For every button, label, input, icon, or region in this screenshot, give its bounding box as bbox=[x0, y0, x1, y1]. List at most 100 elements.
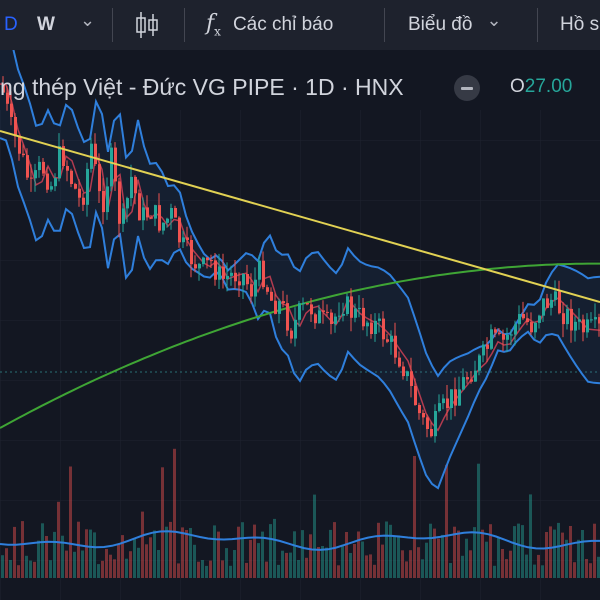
interval-chevron-down-icon[interactable]: ⌄ bbox=[80, 0, 95, 45]
candle-body bbox=[222, 266, 225, 279]
volume-bar bbox=[573, 562, 576, 578]
chevron-down-icon: ⌄ bbox=[486, 9, 502, 30]
volume-bar bbox=[153, 530, 156, 578]
volume-bar bbox=[477, 463, 480, 578]
volume-bar bbox=[329, 529, 332, 578]
volume-bar bbox=[313, 494, 316, 578]
candle-body bbox=[418, 405, 421, 414]
open-key: O bbox=[510, 76, 525, 97]
volume-bar bbox=[121, 535, 124, 578]
candle-body bbox=[82, 197, 85, 205]
candle-body bbox=[322, 310, 325, 312]
candle-body bbox=[22, 153, 25, 156]
candles-icon[interactable] bbox=[134, 0, 160, 50]
volume-bar bbox=[377, 522, 380, 578]
top-toolbar: D W ⌄ fx Các chỉ báo Biểu đồ ⌄ Hồ s bbox=[0, 0, 600, 51]
candle-body bbox=[306, 303, 309, 305]
volume-bar bbox=[113, 559, 116, 578]
price-chart[interactable] bbox=[0, 50, 600, 600]
candle-body bbox=[390, 335, 393, 342]
volume-bar bbox=[585, 559, 588, 578]
candle-body bbox=[590, 319, 593, 321]
volume-bar bbox=[181, 527, 184, 578]
volume-bar bbox=[45, 536, 48, 578]
candle-body bbox=[234, 272, 237, 282]
candle-body bbox=[326, 311, 329, 313]
function-icon-x: x bbox=[214, 24, 221, 39]
collapse-legend-icon[interactable] bbox=[454, 75, 480, 101]
candle-body bbox=[510, 334, 513, 336]
trend-line[interactable] bbox=[0, 130, 600, 303]
volume-bar bbox=[189, 528, 192, 578]
volume-bar bbox=[589, 563, 592, 578]
volume-bar bbox=[337, 565, 340, 578]
candle-body bbox=[454, 389, 457, 406]
volume-bars bbox=[1, 448, 600, 578]
toolbar-divider bbox=[184, 8, 185, 42]
candle-body bbox=[86, 168, 89, 205]
candle-body bbox=[198, 263, 201, 269]
volume-bar bbox=[117, 544, 120, 578]
volume-bar bbox=[325, 547, 328, 578]
volume-bar bbox=[89, 529, 92, 578]
volume-bar bbox=[293, 531, 296, 578]
profile-button[interactable]: Hồ s bbox=[560, 0, 599, 50]
candle-body bbox=[38, 161, 41, 171]
chart-type-button[interactable]: Biểu đồ ⌄ bbox=[408, 0, 502, 50]
volume-bar bbox=[281, 550, 284, 578]
volume-bar bbox=[21, 521, 24, 578]
volume-bar bbox=[161, 467, 164, 578]
volume-bar bbox=[553, 529, 556, 578]
volume-bar bbox=[345, 532, 348, 578]
candle-body bbox=[62, 146, 65, 166]
volume-bar bbox=[141, 511, 144, 578]
candle-body bbox=[450, 389, 453, 408]
volume-bar bbox=[557, 522, 560, 578]
volume-bar bbox=[77, 521, 80, 578]
volume-bar bbox=[449, 563, 452, 578]
bollinger-band-fill bbox=[0, 50, 600, 489]
candle-body bbox=[26, 155, 29, 178]
toolbar-divider bbox=[112, 8, 113, 42]
candle-body bbox=[498, 332, 501, 334]
candle-body bbox=[338, 315, 341, 317]
bollinger-lower-band bbox=[0, 137, 600, 490]
candle-body bbox=[66, 166, 69, 171]
volume-bar bbox=[129, 551, 132, 578]
volume-bar bbox=[277, 564, 280, 578]
volume-bar bbox=[493, 565, 496, 578]
candle-body bbox=[182, 237, 185, 243]
candle-body bbox=[458, 389, 461, 406]
candle-body bbox=[166, 218, 169, 223]
candle-body bbox=[310, 304, 313, 315]
indicators-button[interactable]: fx Các chỉ báo bbox=[206, 0, 333, 50]
volume-bar bbox=[361, 541, 364, 578]
candle-body bbox=[570, 308, 573, 331]
candle-body bbox=[134, 176, 137, 194]
chart-grid bbox=[0, 110, 600, 600]
volume-bar bbox=[397, 535, 400, 578]
candle-body bbox=[54, 178, 57, 187]
volume-bar bbox=[341, 544, 344, 578]
volume-bar bbox=[217, 531, 220, 578]
candle-body bbox=[478, 355, 481, 371]
candle-body bbox=[126, 198, 129, 209]
volume-bar bbox=[373, 564, 376, 578]
volume-bar bbox=[529, 494, 532, 578]
candle-body bbox=[562, 313, 565, 325]
candle-body bbox=[154, 205, 157, 219]
volume-bar bbox=[9, 560, 12, 578]
volume-bar bbox=[429, 523, 432, 578]
candle-body bbox=[110, 147, 113, 187]
candle-body bbox=[530, 322, 533, 333]
candle-body bbox=[382, 318, 385, 340]
interval-w-button[interactable]: W bbox=[37, 0, 55, 50]
candle-body bbox=[358, 307, 361, 309]
candle-body bbox=[290, 330, 293, 339]
candle-body bbox=[330, 312, 333, 324]
volume-bar bbox=[365, 555, 368, 578]
volume-bar bbox=[273, 518, 276, 578]
candle-body bbox=[10, 103, 13, 117]
candle-body bbox=[278, 301, 281, 314]
interval-d-button[interactable]: D bbox=[4, 0, 18, 50]
